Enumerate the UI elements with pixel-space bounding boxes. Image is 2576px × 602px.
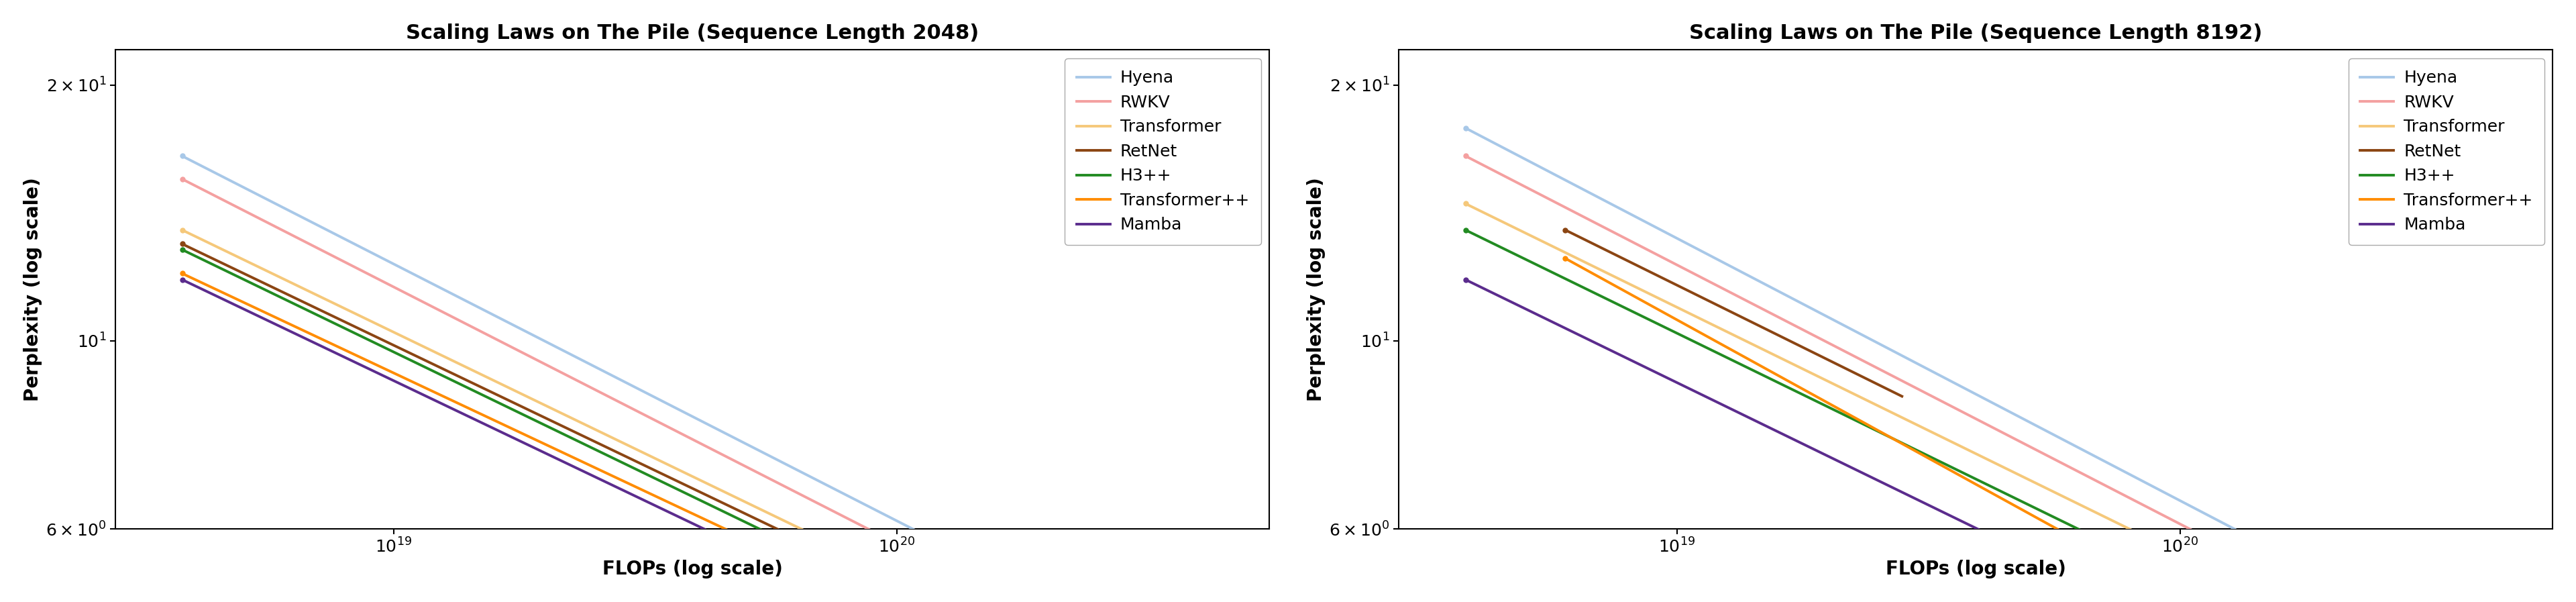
Line: RetNet: RetNet	[1566, 230, 1901, 396]
Transformer	[1489, 220, 1520, 227]
H3++	[1633, 316, 1664, 323]
Transformer	[227, 255, 258, 262]
Mamba	[227, 305, 258, 312]
Hyena	[430, 287, 461, 294]
Transformer++	[1602, 284, 1633, 291]
RWKV	[1510, 183, 1540, 190]
Mamba	[1633, 365, 1664, 373]
Line: Hyena: Hyena	[1466, 128, 2455, 602]
RetNet	[206, 259, 237, 267]
RetNet	[1571, 237, 1602, 244]
RetNet	[1551, 226, 1582, 234]
H3++	[1510, 255, 1540, 262]
Line: Transformer++: Transformer++	[1566, 258, 2455, 602]
RWKV	[227, 206, 258, 213]
Line: H3++: H3++	[183, 250, 1170, 602]
Hyena	[206, 173, 237, 180]
Transformer	[430, 353, 461, 361]
Y-axis label: Perplexity (log scale): Perplexity (log scale)	[23, 178, 41, 402]
RetNet	[167, 240, 198, 247]
Transformer	[206, 246, 237, 253]
RWKV	[1713, 288, 1744, 295]
RetNet	[1886, 393, 1917, 400]
Line: Mamba: Mamba	[183, 280, 1170, 602]
Mamba	[1713, 404, 1744, 411]
Transformer	[1633, 290, 1664, 297]
RetNet	[1870, 384, 1901, 391]
H3++	[350, 335, 381, 342]
Legend: Hyena, RWKV, Transformer, RetNet, H3++, Transformer++, Mamba: Hyena, RWKV, Transformer, RetNet, H3++, …	[2349, 58, 2545, 245]
H3++	[1713, 355, 1744, 362]
Line: Transformer: Transformer	[1466, 203, 2455, 602]
RetNet	[1564, 233, 1595, 240]
Hyena	[350, 246, 381, 253]
Line: Transformer: Transformer	[183, 230, 1170, 602]
RetNet	[350, 328, 381, 335]
RWKV	[206, 196, 237, 203]
Transformer++	[1716, 346, 1747, 353]
Transformer	[167, 226, 198, 234]
H3++	[167, 246, 198, 253]
Transformer++	[430, 394, 461, 401]
RetNet	[1638, 271, 1669, 278]
RWKV	[1633, 247, 1664, 254]
Transformer	[1713, 329, 1744, 337]
Transformer++	[1551, 255, 1582, 262]
Y-axis label: Perplexity (log scale): Perplexity (log scale)	[1306, 178, 1327, 402]
H3++	[430, 373, 461, 380]
Hyena	[1713, 262, 1744, 269]
Line: Transformer++: Transformer++	[183, 273, 1170, 602]
RetNet	[1857, 379, 1888, 386]
RWKV	[167, 175, 198, 182]
Transformer++	[1587, 275, 1618, 282]
Transformer	[1510, 229, 1540, 237]
Transformer++	[227, 298, 258, 305]
Transformer++	[167, 270, 198, 277]
Hyena	[1450, 125, 1481, 132]
RWKV	[1450, 152, 1481, 160]
Transformer++	[1788, 385, 1819, 393]
X-axis label: FLOPs (log scale): FLOPs (log scale)	[1886, 560, 2066, 579]
Legend: Hyena, RWKV, Transformer, RetNet, H3++, Transformer++, Mamba: Hyena, RWKV, Transformer, RetNet, H3++, …	[1064, 58, 1262, 245]
RetNet	[227, 269, 258, 276]
Hyena	[1633, 220, 1664, 228]
Hyena	[227, 183, 258, 190]
H3++	[1489, 246, 1520, 253]
Mamba	[1450, 276, 1481, 284]
Mamba	[350, 364, 381, 371]
Line: RetNet: RetNet	[183, 244, 1170, 602]
H3++	[206, 265, 237, 273]
Title: Scaling Laws on The Pile (Sequence Length 2048): Scaling Laws on The Pile (Sequence Lengt…	[407, 23, 979, 43]
Transformer++	[350, 356, 381, 364]
Line: Hyena: Hyena	[183, 156, 1170, 602]
Line: Mamba: Mamba	[1466, 280, 2455, 602]
H3++	[1450, 226, 1481, 234]
RWKV	[1489, 173, 1520, 180]
Hyena	[1489, 145, 1520, 152]
Line: H3++: H3++	[1466, 230, 2455, 602]
Mamba	[206, 295, 237, 302]
Mamba	[1510, 305, 1540, 312]
RetNet	[430, 367, 461, 374]
H3++	[227, 275, 258, 282]
Hyena	[2354, 596, 2385, 602]
Hyena	[1510, 155, 1540, 163]
Line: RWKV: RWKV	[183, 179, 1170, 602]
Line: RWKV: RWKV	[1466, 156, 2455, 602]
Title: Scaling Laws on The Pile (Sequence Length 8192): Scaling Laws on The Pile (Sequence Lengt…	[1690, 23, 2262, 43]
Hyena	[167, 152, 198, 160]
X-axis label: FLOPs (log scale): FLOPs (log scale)	[603, 560, 783, 579]
RWKV	[430, 310, 461, 317]
Transformer	[1450, 200, 1481, 207]
RetNet	[1613, 257, 1643, 264]
Transformer++	[206, 288, 237, 296]
Transformer	[350, 315, 381, 323]
Mamba	[430, 402, 461, 409]
Mamba	[1489, 296, 1520, 303]
Mamba	[167, 276, 198, 284]
RWKV	[350, 269, 381, 276]
